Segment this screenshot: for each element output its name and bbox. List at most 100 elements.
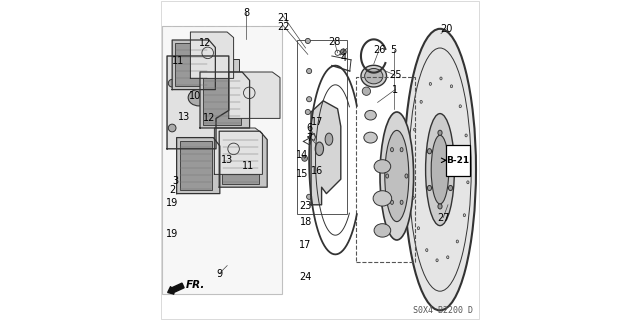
Ellipse shape (428, 186, 431, 191)
Ellipse shape (400, 200, 403, 204)
Text: 25: 25 (389, 70, 401, 80)
Text: 24: 24 (300, 272, 312, 282)
Ellipse shape (420, 100, 422, 103)
Ellipse shape (456, 240, 458, 243)
Ellipse shape (417, 227, 420, 230)
Circle shape (307, 194, 312, 199)
Bar (223, 134, 259, 184)
Ellipse shape (385, 131, 409, 222)
Text: 28: 28 (328, 36, 340, 47)
Ellipse shape (325, 133, 333, 145)
Polygon shape (229, 72, 280, 118)
Text: 13: 13 (178, 112, 190, 122)
Circle shape (305, 109, 310, 115)
Bar (180, 141, 212, 190)
Circle shape (340, 49, 346, 55)
Ellipse shape (390, 148, 394, 152)
Polygon shape (177, 138, 220, 194)
Text: 6: 6 (307, 123, 313, 133)
Ellipse shape (426, 114, 454, 226)
Circle shape (168, 79, 176, 87)
Text: 17: 17 (311, 116, 324, 127)
FancyArrow shape (168, 283, 184, 294)
Ellipse shape (413, 128, 416, 131)
Ellipse shape (436, 259, 438, 262)
Text: 5: 5 (390, 44, 397, 55)
Text: 11: 11 (242, 161, 254, 172)
Circle shape (307, 68, 312, 74)
Text: 21: 21 (277, 12, 289, 23)
Ellipse shape (386, 174, 388, 178)
Ellipse shape (225, 99, 248, 116)
Text: 11: 11 (172, 56, 184, 66)
Text: 22: 22 (277, 22, 289, 32)
Ellipse shape (431, 135, 449, 204)
Ellipse shape (216, 81, 239, 98)
Ellipse shape (467, 168, 469, 171)
Text: 13: 13 (221, 155, 234, 165)
Ellipse shape (188, 89, 210, 106)
Text: 8: 8 (243, 8, 250, 18)
Ellipse shape (374, 160, 390, 173)
Text: 9: 9 (216, 268, 222, 279)
Ellipse shape (429, 83, 431, 85)
Ellipse shape (459, 105, 461, 108)
Ellipse shape (216, 73, 239, 90)
Ellipse shape (440, 77, 442, 80)
Text: 18: 18 (300, 217, 312, 228)
Bar (204, 75, 241, 125)
Ellipse shape (449, 186, 452, 191)
Bar (297, 40, 347, 214)
Ellipse shape (365, 68, 383, 84)
Text: 2: 2 (169, 185, 175, 196)
Ellipse shape (465, 134, 467, 137)
Circle shape (302, 156, 307, 161)
Ellipse shape (449, 149, 452, 154)
Ellipse shape (438, 130, 442, 135)
Text: 19: 19 (166, 228, 179, 239)
Ellipse shape (225, 107, 248, 124)
Text: 19: 19 (166, 198, 179, 208)
Bar (356, 77, 415, 262)
Polygon shape (219, 131, 268, 187)
Ellipse shape (405, 174, 408, 178)
Ellipse shape (390, 200, 394, 204)
Polygon shape (311, 101, 340, 205)
Text: 7: 7 (307, 132, 313, 143)
Polygon shape (200, 72, 250, 128)
Text: 16: 16 (311, 166, 324, 176)
Circle shape (168, 124, 176, 132)
Ellipse shape (315, 142, 324, 156)
Text: S0X4 B2200 D: S0X4 B2200 D (413, 306, 473, 315)
Bar (161, 26, 282, 294)
Circle shape (307, 97, 312, 102)
Text: FR.: FR. (186, 280, 205, 291)
Text: 17: 17 (300, 240, 312, 250)
Text: 20: 20 (440, 24, 452, 34)
Ellipse shape (400, 148, 403, 152)
Ellipse shape (374, 224, 390, 237)
Polygon shape (214, 128, 262, 174)
Text: 27: 27 (437, 212, 449, 223)
Ellipse shape (411, 162, 413, 165)
Text: B-21: B-21 (446, 156, 470, 165)
Ellipse shape (438, 204, 442, 209)
Ellipse shape (380, 112, 413, 240)
Circle shape (362, 87, 371, 95)
Text: 14: 14 (296, 150, 308, 160)
Ellipse shape (426, 249, 428, 252)
Text: 26: 26 (373, 44, 385, 55)
Ellipse shape (373, 191, 392, 206)
Polygon shape (191, 32, 234, 78)
Circle shape (305, 38, 310, 44)
Text: 23: 23 (300, 201, 312, 212)
Ellipse shape (412, 196, 414, 199)
Ellipse shape (361, 65, 387, 87)
Text: 1: 1 (392, 84, 398, 95)
Bar (216, 59, 239, 90)
Text: 12: 12 (198, 38, 211, 48)
Ellipse shape (463, 214, 465, 217)
Text: 12: 12 (204, 113, 216, 124)
Text: 15: 15 (296, 169, 308, 180)
Ellipse shape (365, 110, 376, 120)
